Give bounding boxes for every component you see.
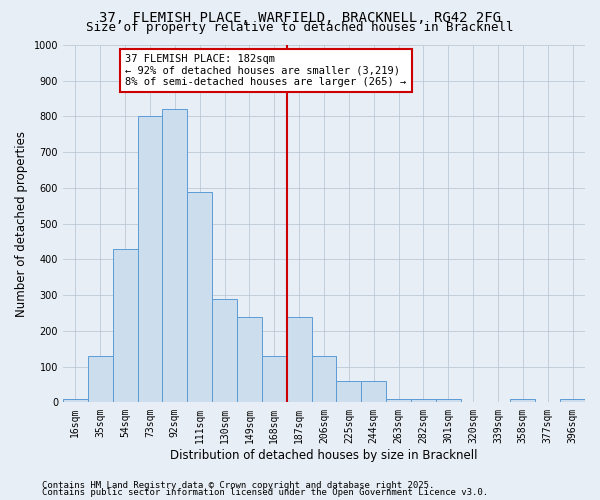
- Bar: [63, 399, 88, 402]
- Bar: [113, 248, 137, 402]
- Bar: [262, 356, 287, 403]
- Bar: [287, 316, 311, 402]
- Bar: [560, 399, 585, 402]
- Text: 37, FLEMISH PLACE, WARFIELD, BRACKNELL, RG42 2FG: 37, FLEMISH PLACE, WARFIELD, BRACKNELL, …: [99, 11, 501, 25]
- Bar: [187, 192, 212, 402]
- Bar: [337, 381, 361, 402]
- Bar: [212, 299, 237, 403]
- Bar: [311, 356, 337, 403]
- Text: Contains HM Land Registry data © Crown copyright and database right 2025.: Contains HM Land Registry data © Crown c…: [42, 480, 434, 490]
- Bar: [411, 399, 436, 402]
- X-axis label: Distribution of detached houses by size in Bracknell: Distribution of detached houses by size …: [170, 450, 478, 462]
- Bar: [163, 110, 187, 403]
- Bar: [88, 356, 113, 403]
- Bar: [237, 316, 262, 402]
- Text: Size of property relative to detached houses in Bracknell: Size of property relative to detached ho…: [86, 22, 514, 35]
- Bar: [386, 399, 411, 402]
- Bar: [436, 399, 461, 402]
- Text: Contains public sector information licensed under the Open Government Licence v3: Contains public sector information licen…: [42, 488, 488, 497]
- Bar: [137, 116, 163, 403]
- Y-axis label: Number of detached properties: Number of detached properties: [15, 130, 28, 316]
- Text: 37 FLEMISH PLACE: 182sqm
← 92% of detached houses are smaller (3,219)
8% of semi: 37 FLEMISH PLACE: 182sqm ← 92% of detach…: [125, 54, 406, 87]
- Bar: [361, 381, 386, 402]
- Bar: [511, 399, 535, 402]
